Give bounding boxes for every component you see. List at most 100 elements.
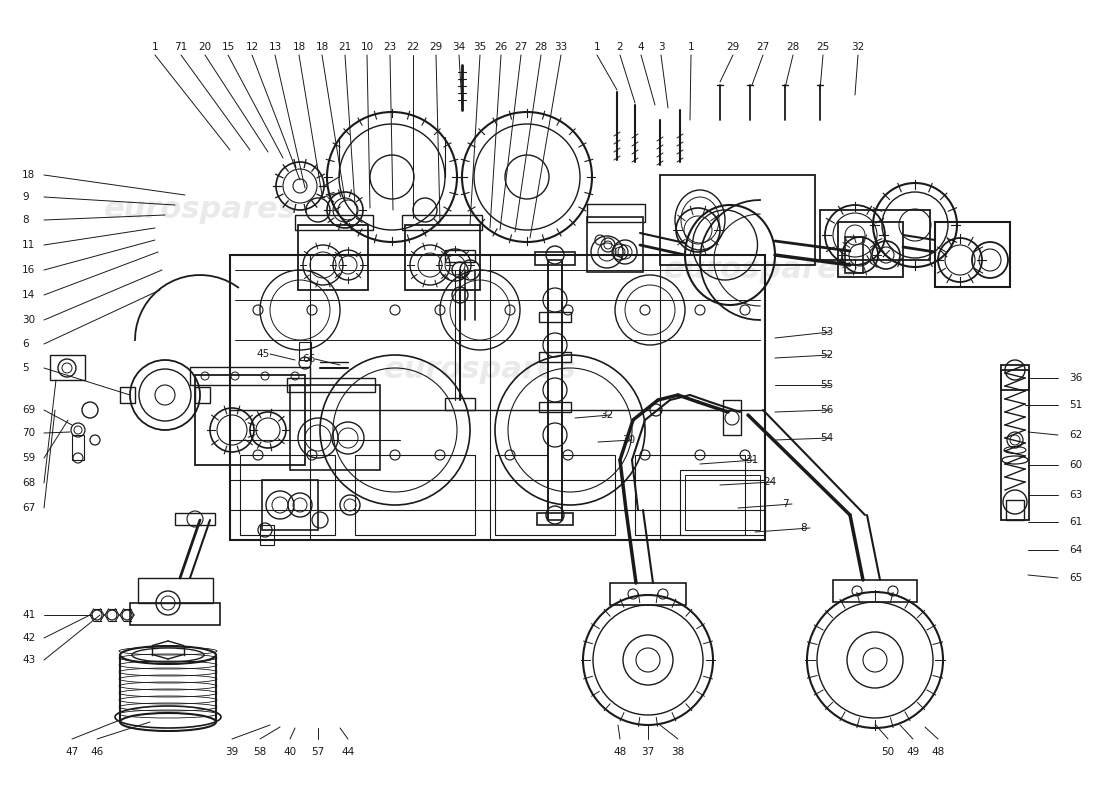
Text: 33: 33 [554,42,568,52]
Bar [299,342,311,360]
Text: 27: 27 [515,42,528,52]
Bar [195,387,210,403]
Text: 65: 65 [1069,573,1082,583]
Bar [446,398,475,410]
Bar [838,222,903,277]
Text: 46: 46 [90,747,103,757]
Text: 40: 40 [284,747,297,757]
Bar [610,583,686,605]
Text: 34: 34 [452,42,465,52]
Text: 57: 57 [311,747,324,757]
Text: 35: 35 [473,42,486,52]
Text: 51: 51 [1069,400,1082,410]
Text: 6: 6 [22,339,29,349]
Text: 50: 50 [881,747,894,757]
Bar [295,215,373,230]
Text: 25: 25 [816,42,829,52]
Text: 20: 20 [198,42,211,52]
Text: 30: 30 [22,315,35,325]
Bar [539,352,571,362]
Text: 24: 24 [763,477,777,487]
Text: 32: 32 [600,410,614,420]
Bar [446,250,475,262]
Bar [290,385,380,470]
Bar [1006,500,1024,520]
Bar [405,225,480,290]
Text: 4: 4 [638,42,645,52]
Text: 16: 16 [22,265,35,275]
Text: eurospares: eurospares [384,355,576,385]
Bar [845,237,864,273]
Text: 55: 55 [820,380,834,390]
Text: 32: 32 [851,42,865,52]
Text: 2: 2 [617,42,624,52]
Bar [230,255,764,540]
Text: 18: 18 [316,42,329,52]
Text: 15: 15 [221,42,234,52]
Text: 29: 29 [429,42,442,52]
Bar [935,222,1010,287]
Text: 71: 71 [175,42,188,52]
Text: eurospares: eurospares [663,255,857,285]
Text: 8: 8 [800,523,806,533]
Text: 52: 52 [820,350,834,360]
Text: 37: 37 [641,747,654,757]
Text: 5: 5 [22,363,29,373]
Text: 1: 1 [688,42,694,52]
Text: 1: 1 [594,42,601,52]
Text: 56: 56 [820,405,834,415]
Text: 26: 26 [494,42,507,52]
Text: 8: 8 [22,215,29,225]
Text: 28: 28 [786,42,800,52]
Bar [723,400,741,435]
Bar [1001,365,1028,390]
Bar [72,435,84,460]
Text: 64: 64 [1069,545,1082,555]
Text: 1: 1 [152,42,158,52]
Text: 18: 18 [293,42,306,52]
Text: 38: 38 [671,747,684,757]
Bar [240,455,336,535]
Bar [262,480,318,530]
Text: 47: 47 [65,747,78,757]
Bar [287,378,375,392]
Bar [548,260,562,520]
Text: 42: 42 [22,633,35,643]
Text: 9: 9 [22,192,29,202]
Text: 7: 7 [782,499,789,509]
Bar [175,513,214,525]
Text: 13: 13 [268,42,282,52]
Text: eurospares: eurospares [103,195,296,225]
Text: 48: 48 [614,747,627,757]
Bar [660,175,815,265]
Text: 21: 21 [339,42,352,52]
Text: 30: 30 [621,435,635,445]
Text: 28: 28 [535,42,548,52]
Text: 44: 44 [341,747,354,757]
Text: 43: 43 [22,655,35,665]
Text: 62: 62 [1069,430,1082,440]
Bar [195,375,305,465]
Text: 66: 66 [302,354,316,364]
Bar [298,225,368,290]
Bar [130,603,220,625]
Text: 60: 60 [1069,460,1082,470]
Text: 54: 54 [820,433,834,443]
Bar [833,580,917,602]
Text: 14: 14 [22,290,35,300]
Bar [537,513,573,525]
Bar [539,402,571,412]
Bar [820,210,930,260]
Bar [680,470,764,535]
Text: 49: 49 [906,747,920,757]
Bar [402,215,482,230]
Text: 39: 39 [226,747,239,757]
Text: 11: 11 [22,240,35,250]
Text: 27: 27 [757,42,770,52]
Text: 22: 22 [406,42,419,52]
Text: 48: 48 [932,747,945,757]
Text: 59: 59 [22,453,35,463]
Bar [685,475,760,530]
Bar [260,525,274,545]
Bar [535,252,575,265]
